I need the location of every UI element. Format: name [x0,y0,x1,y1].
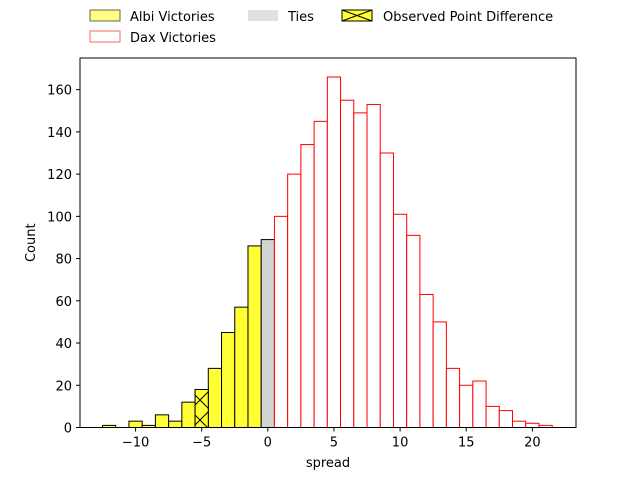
bar-albi-victories [221,331,236,428]
bar-albi-victories [207,367,223,429]
y-tick-label: 60 [55,295,72,310]
bar-dax-victories [353,112,368,428]
bar-dax-victories [406,234,421,428]
bar-dax-victories [340,99,355,428]
bar-dax-victories [392,213,408,428]
bar-dax-victories [366,103,381,429]
y-tick-label: 100 [47,210,72,225]
observed-point-difference-hatch [195,389,209,428]
legend-swatch-observed-hatch [341,9,373,22]
histogram-bars [101,76,553,429]
x-tick-label: 0 [264,436,272,451]
plot-area-frame [79,57,577,428]
x-tick-label: −10 [122,436,149,451]
bar-ties [260,239,275,428]
legend: Albi Victories Dax Victories Ties Observ… [89,9,553,46]
bar-dax-victories [498,410,514,429]
bar-albi-victories [128,420,143,428]
observed-layer [194,388,209,429]
bar-dax-victories [512,420,527,428]
x-tick-label: 5 [330,436,338,451]
legend-label-observed-point-difference: Observed Point Difference [383,10,553,25]
y-tick-label: 20 [55,379,72,394]
y-tick-label: 160 [47,84,72,99]
x-tick-label: −5 [192,436,211,451]
y-axis-ticks: 0 20 40 60 80 100 120 140 160 [47,84,80,437]
bar-dax-victories [419,293,434,429]
bar-dax-victories [287,173,302,428]
bar-dax-victories [445,367,461,429]
y-tick-label: 0 [64,422,72,437]
bar-dax-victories [432,321,447,428]
bar-dax-victories [300,144,315,428]
bar-albi-victories [154,414,170,428]
bar-dax-victories [485,405,500,428]
bar-dax-victories [525,422,540,428]
x-tick-label: 10 [392,436,409,451]
y-tick-label: 140 [47,126,72,141]
bar-dax-victories [313,120,328,428]
x-tick-label: 15 [458,436,475,451]
y-axis-label: Count [24,223,39,262]
legend-label-dax-victories: Dax Victories [130,31,216,46]
legend-label-ties: Ties [287,10,314,25]
bar-dax-victories [326,76,342,428]
bar-albi-victories [247,245,262,428]
legend-swatch-ties [248,10,278,21]
bar-albi-victories [234,306,249,428]
bar-dax-victories [379,152,394,428]
x-tick-label: 20 [524,436,541,451]
bar-dax-victories [459,384,474,428]
legend-swatch-albi-victories [89,9,121,22]
bar-albi-victories [181,401,196,429]
x-axis-ticks: −10 −5 0 5 10 15 20 [122,427,541,451]
legend-swatch-dax-victories [89,30,121,43]
y-tick-label: 120 [47,168,72,183]
y-tick-label: 80 [55,253,72,268]
bar-dax-victories [472,380,487,429]
bar-albi-victories [168,420,183,428]
x-axis-label: spread [306,456,350,471]
y-tick-label: 40 [55,337,72,352]
bar-dax-victories [273,215,289,428]
legend-label-albi-victories: Albi Victories [130,10,215,25]
